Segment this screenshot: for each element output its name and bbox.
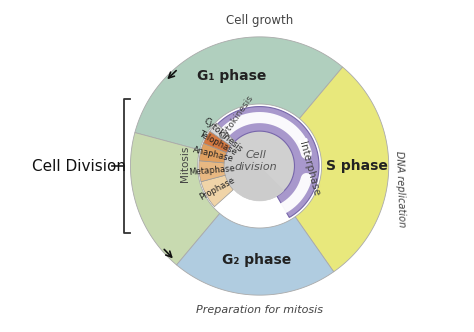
Polygon shape [130,132,220,265]
Text: Preparation for mitosis: Preparation for mitosis [196,305,323,315]
Polygon shape [203,131,230,153]
Text: Prophase: Prophase [198,176,237,202]
Polygon shape [177,213,334,295]
Text: Metaphase: Metaphase [188,164,235,177]
Text: Mitosis: Mitosis [180,145,191,182]
Polygon shape [295,67,389,272]
Text: Anaphase: Anaphase [191,145,234,164]
Text: Cytokinesis: Cytokinesis [218,93,255,141]
Polygon shape [199,161,225,182]
Polygon shape [135,37,343,150]
Text: Cytokinesis: Cytokinesis [201,116,244,154]
Text: Cell growth: Cell growth [226,14,293,27]
Polygon shape [210,123,235,146]
Text: Telophase: Telophase [197,129,238,157]
Polygon shape [225,141,284,201]
Text: Cell
division: Cell division [235,150,277,172]
Text: S phase: S phase [326,159,387,173]
Polygon shape [201,175,233,207]
Circle shape [225,131,294,201]
Polygon shape [199,143,227,163]
Text: G₁ phase: G₁ phase [197,69,267,83]
Polygon shape [201,107,319,217]
Text: Interphase: Interphase [297,140,321,197]
Text: DNA replication: DNA replication [394,151,407,227]
Text: G₂ phase: G₂ phase [222,253,291,267]
Text: Cell Division: Cell Division [32,158,126,174]
